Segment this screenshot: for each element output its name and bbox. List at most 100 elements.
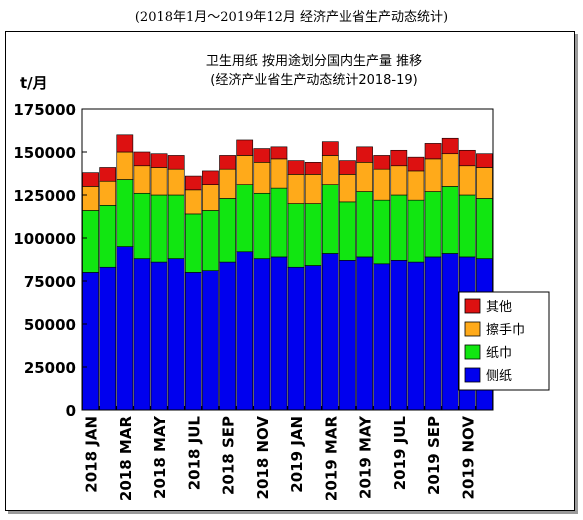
- bar-segment-s1-m21: [441, 186, 459, 254]
- y-tick-label: 175000: [13, 101, 76, 119]
- bar-segment-s0-m1: [99, 266, 117, 411]
- bar-segment-s3-m21: [441, 137, 459, 155]
- y-tick-label: 100000: [13, 230, 76, 248]
- y-axis-label: t/月: [20, 74, 48, 92]
- bar-segment-s3-m20: [424, 143, 442, 160]
- bar-segment-s1-m3: [133, 192, 151, 259]
- bar-segment-s2-m10: [253, 162, 271, 194]
- bar-segment-s2-m19: [407, 170, 425, 201]
- x-tick-label: 2018 JUL: [185, 416, 203, 491]
- bar-segment-s3-m4: [150, 153, 168, 168]
- bar-segment-s0-m4: [150, 261, 168, 411]
- bar-segment-s1-m15: [339, 201, 356, 261]
- bar-segment-s0-m14: [321, 253, 339, 411]
- bar-segment-s1-m18: [390, 194, 408, 261]
- x-tick-label: 2018 NOV: [254, 416, 272, 500]
- bar-segment-s1-m2: [116, 179, 134, 247]
- bar-segment-s2-m6: [184, 189, 202, 215]
- bar-segment-s2-m20: [424, 158, 442, 192]
- x-tick-label: 2019 NOV: [459, 416, 477, 500]
- x-tick-label: 2019 SEP: [425, 416, 443, 495]
- bar-segment-s0-m7: [202, 270, 219, 411]
- bar-segment-s2-m8: [219, 168, 236, 199]
- x-tick-label: 2019 MAY: [357, 415, 375, 499]
- bar-segment-s2-m3: [133, 165, 151, 194]
- bar-segment-s2-m4: [150, 167, 168, 196]
- bar-segment-s2-m9: [236, 155, 254, 185]
- x-tick-label: 2018 MAY: [151, 415, 169, 499]
- bar-segment-s3-m14: [321, 141, 339, 156]
- bar-segment-s2-m0: [82, 186, 99, 211]
- bar-segment-s0-m11: [270, 256, 288, 411]
- bar-segment-s0-m12: [287, 266, 305, 411]
- bar-segment-s1-m12: [287, 203, 305, 268]
- bar-segment-s0-m8: [219, 261, 236, 411]
- x-tick-label: 2018 JAN: [83, 416, 101, 493]
- bar-segment-s1-m13: [304, 203, 322, 266]
- bar-segment-s3-m19: [407, 156, 425, 172]
- bar-segment-s3-m13: [304, 162, 322, 175]
- bar-segment-s1-m9: [236, 184, 254, 253]
- legend-swatch: [464, 367, 481, 383]
- bar-segment-s0-m20: [424, 256, 442, 411]
- bar-segment-s3-m6: [184, 175, 202, 191]
- bar-segment-s2-m16: [356, 162, 373, 192]
- bar-segment-s2-m23: [476, 167, 493, 199]
- bar-segment-s2-m18: [390, 165, 408, 196]
- bar-segment-s3-m11: [270, 146, 288, 160]
- bar-segment-s3-m23: [476, 153, 493, 168]
- x-tick-label: 2019 MAR: [322, 416, 340, 502]
- bar-segment-s1-m7: [202, 210, 219, 271]
- bar-segment-s1-m17: [373, 199, 391, 265]
- bar-segment-s0-m17: [373, 263, 391, 411]
- bar-segment-s3-m0: [82, 172, 99, 187]
- bar-segment-s3-m18: [390, 149, 408, 167]
- bar-segment-s2-m12: [287, 174, 305, 204]
- bar-segment-s1-m1: [99, 205, 117, 268]
- y-tick-label: 125000: [13, 187, 76, 205]
- bar-segment-s1-m20: [424, 191, 442, 258]
- legend-label: 其他: [486, 300, 512, 315]
- bar-segment-s1-m4: [150, 194, 168, 263]
- chart-title: 卫生用纸 按用途划分国内生产量 推移: [206, 53, 422, 69]
- axes-layer: 0 25000 50000 75000 100000 125000 150000 175000…: [13, 101, 494, 502]
- bar-segment-s1-m0: [82, 210, 99, 273]
- bar-segment-s3-m16: [356, 146, 373, 163]
- legend-label: 纸巾: [486, 346, 512, 361]
- bar-segment-s0-m21: [441, 253, 459, 411]
- bar-segment-s1-m22: [458, 194, 476, 258]
- x-tick-label: 2018 SEP: [220, 416, 238, 495]
- bar-segment-s3-m17: [373, 155, 391, 170]
- bar-segment-s3-m9: [236, 139, 254, 156]
- bar-segment-s1-m8: [219, 198, 236, 263]
- bar-segment-s0-m0: [82, 272, 99, 411]
- legend-swatch: [464, 321, 481, 337]
- bar-segment-s2-m5: [167, 168, 185, 196]
- bar-segment-s3-m7: [202, 170, 219, 185]
- bar-segment-s3-m15: [339, 160, 356, 175]
- page-caption: (2018年1月～2019年12月 经济产业省生产动态统计): [134, 10, 449, 25]
- bar-segment-s1-m19: [407, 199, 425, 263]
- bar-segment-s1-m10: [253, 192, 271, 259]
- bar-segment-s2-m13: [304, 174, 322, 204]
- legend-label: 侧纸: [486, 369, 512, 384]
- bar-segment-s0-m5: [167, 258, 185, 411]
- legend-swatch: [464, 344, 481, 360]
- bar-segment-s2-m14: [321, 155, 339, 185]
- bar-segment-s2-m1: [99, 180, 117, 206]
- bar-segment-s3-m22: [458, 149, 476, 167]
- stacked-bar-chart: 卫生用纸 按用途划分国内生产量 推移 (经济产业省生产动态统计2018-19) …: [13, 53, 550, 502]
- bar-segment-s0-m13: [304, 265, 322, 411]
- bar-segment-s2-m21: [441, 153, 459, 187]
- bar-segment-s1-m11: [270, 187, 288, 258]
- bar-segment-s2-m11: [270, 158, 288, 189]
- bar-segment-s3-m8: [219, 155, 236, 170]
- chart-subtitle: (经济产业省生产动态统计2018-19): [210, 73, 417, 88]
- bar-segment-s1-m14: [321, 184, 339, 254]
- bar-segment-s1-m16: [356, 191, 373, 258]
- bar-segment-s0-m2: [116, 246, 134, 411]
- chart-frame: 卫生用纸 按用途划分国内生产量 推移 (经济产业省生产动态统计2018-19) …: [5, 31, 575, 511]
- bar-segment-s1-m23: [476, 198, 493, 259]
- bar-segment-s2-m7: [202, 184, 219, 211]
- x-tick-label: 2019 JAN: [288, 416, 306, 493]
